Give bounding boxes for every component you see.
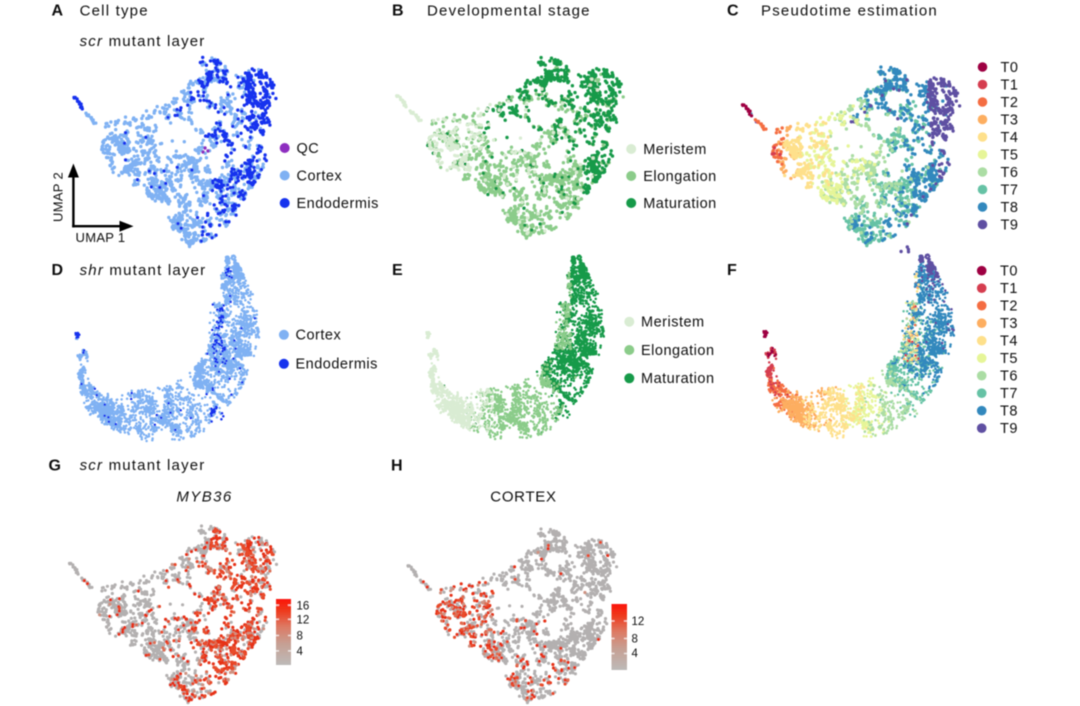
svg-text:Endodermis: Endodermis — [297, 196, 379, 212]
svg-text:Cell type: Cell type — [80, 3, 149, 20]
svg-text:scr mutant layer: scr mutant layer — [80, 457, 206, 474]
svg-text:T9: T9 — [1001, 217, 1019, 233]
svg-text:T0: T0 — [1000, 264, 1018, 280]
svg-text:T5: T5 — [1000, 351, 1018, 367]
svg-text:C: C — [727, 2, 739, 19]
svg-text:Cortex: Cortex — [296, 328, 342, 344]
svg-text:UMAP 1: UMAP 1 — [76, 230, 126, 245]
svg-text:UMAP 2: UMAP 2 — [51, 172, 66, 222]
svg-text:Endodermis: Endodermis — [296, 357, 378, 373]
svg-text:T7: T7 — [1001, 182, 1019, 198]
svg-text:T6: T6 — [1000, 369, 1018, 385]
svg-text:8: 8 — [297, 631, 303, 643]
svg-text:H: H — [391, 457, 403, 474]
svg-text:A: A — [52, 2, 64, 19]
svg-text:16: 16 — [297, 600, 310, 612]
svg-text:MYB36: MYB36 — [176, 489, 232, 506]
svg-text:QC: QC — [297, 141, 320, 157]
svg-text:Elongation: Elongation — [643, 169, 717, 185]
svg-text:T2: T2 — [1001, 95, 1019, 111]
svg-text:T0: T0 — [1001, 60, 1019, 76]
svg-text:12: 12 — [632, 616, 645, 628]
svg-text:Meristem: Meristem — [641, 315, 705, 331]
svg-text:CORTEX: CORTEX — [490, 489, 556, 506]
svg-text:G: G — [49, 457, 61, 474]
svg-text:Pseudotime estimation: Pseudotime estimation — [761, 3, 938, 20]
svg-text:4: 4 — [632, 648, 639, 660]
svg-text:T3: T3 — [1000, 316, 1018, 332]
svg-text:T9: T9 — [1000, 421, 1018, 437]
svg-text:T1: T1 — [1001, 77, 1019, 93]
svg-text:8: 8 — [632, 634, 638, 646]
svg-text:Elongation: Elongation — [641, 343, 715, 359]
svg-text:shr mutant layer: shr mutant layer — [80, 262, 207, 279]
svg-text:B: B — [392, 2, 404, 19]
svg-text:D: D — [52, 262, 64, 279]
svg-text:Developmental stage: Developmental stage — [427, 3, 591, 20]
svg-text:Meristem: Meristem — [643, 142, 707, 158]
svg-text:T3: T3 — [1001, 112, 1019, 128]
svg-text:Maturation: Maturation — [641, 371, 715, 387]
svg-text:scr mutant layer: scr mutant layer — [80, 33, 206, 50]
svg-text:T6: T6 — [1001, 165, 1019, 181]
svg-text:T5: T5 — [1001, 147, 1019, 163]
svg-text:Maturation: Maturation — [643, 196, 717, 212]
svg-text:T8: T8 — [1001, 200, 1019, 216]
svg-text:Cortex: Cortex — [297, 168, 343, 184]
svg-text:12: 12 — [297, 615, 310, 627]
svg-text:T4: T4 — [1001, 130, 1019, 146]
svg-text:T2: T2 — [1000, 299, 1018, 315]
svg-text:T4: T4 — [1000, 334, 1018, 350]
svg-text:4: 4 — [297, 646, 304, 658]
svg-text:T8: T8 — [1000, 404, 1018, 420]
svg-text:F: F — [727, 262, 737, 279]
svg-text:E: E — [392, 262, 403, 279]
svg-text:T1: T1 — [1000, 281, 1018, 297]
svg-text:T7: T7 — [1000, 386, 1018, 402]
